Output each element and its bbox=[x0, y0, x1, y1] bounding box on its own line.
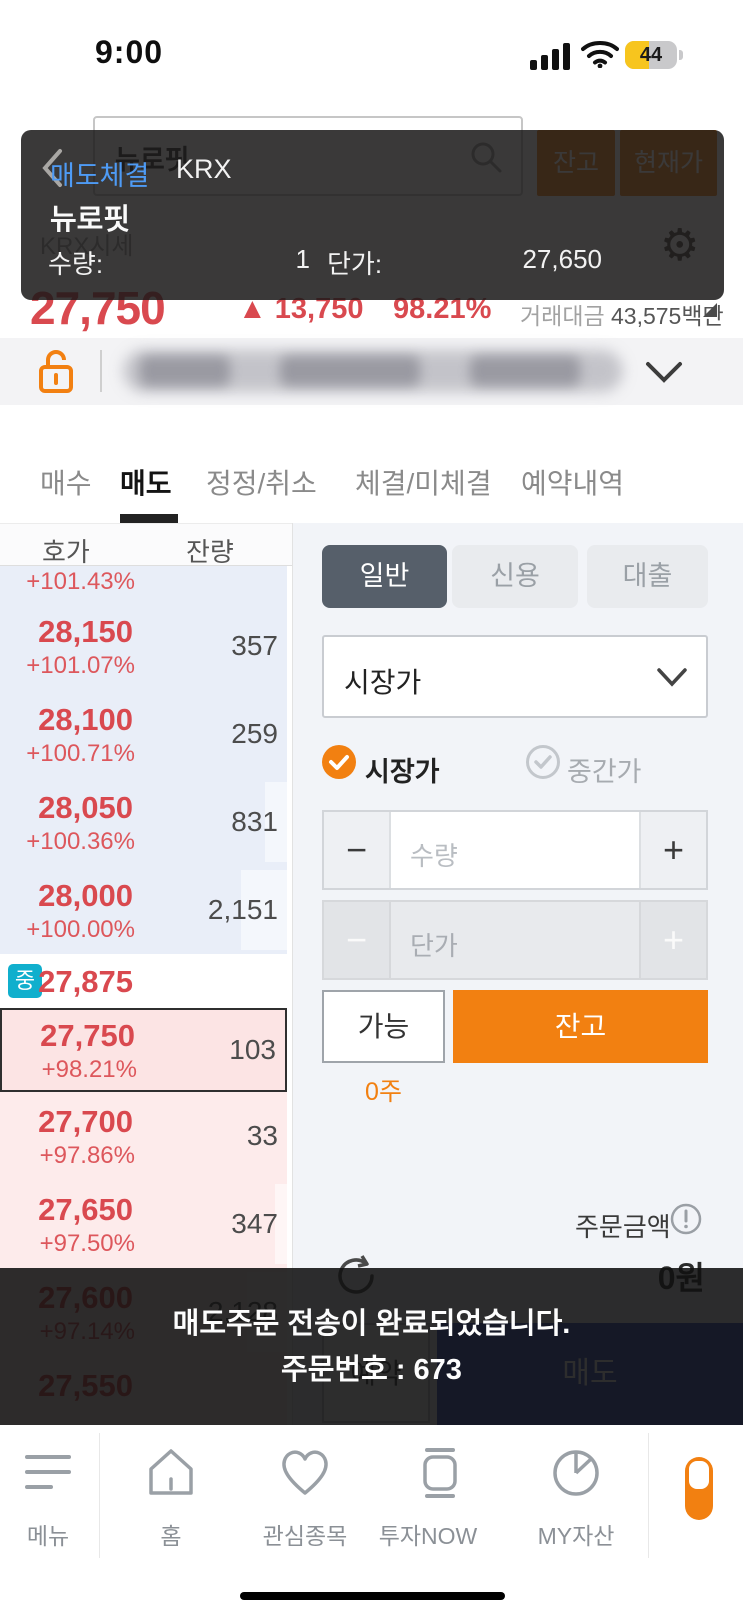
depth-bar bbox=[265, 782, 287, 862]
order-type-value: 시장가 bbox=[344, 667, 422, 698]
home-indicator[interactable] bbox=[240, 1592, 505, 1600]
ask-row[interactable]: 28,050 +100.36% 831 bbox=[0, 778, 287, 866]
radio-mid-unchecked-icon[interactable] bbox=[526, 745, 560, 779]
battery-fill bbox=[625, 41, 649, 69]
possible-button[interactable]: 가능 bbox=[322, 990, 445, 1063]
ask-row[interactable]: 28,000 +100.00% 2,151 bbox=[0, 866, 287, 954]
price-minus-button[interactable]: − bbox=[324, 902, 391, 978]
nav-watchlist-label[interactable]: 관심종목 bbox=[262, 1523, 348, 1549]
nav-my-assets-label[interactable]: MY자산 bbox=[537, 1523, 615, 1549]
radio-mid-label[interactable]: 중간가 bbox=[567, 757, 642, 787]
tab-filled-unfilled[interactable]: 체결/미체결 bbox=[355, 468, 492, 499]
nav-invest-now-label[interactable]: 투자NOW bbox=[378, 1523, 478, 1549]
quantity-plus-button[interactable]: + bbox=[639, 812, 706, 888]
price-stepper: − 단가 + bbox=[322, 900, 708, 980]
column-divider bbox=[292, 523, 293, 1425]
menu-icon[interactable] bbox=[25, 1447, 73, 1499]
info-icon[interactable] bbox=[670, 1203, 702, 1235]
price-input[interactable]: 단가 bbox=[410, 931, 458, 961]
divider bbox=[99, 1433, 100, 1558]
battery-icon: 44 bbox=[625, 41, 677, 69]
quick-toggle[interactable] bbox=[685, 1457, 713, 1520]
execution-toast-popup bbox=[21, 130, 724, 300]
ask-row[interactable]: 28,100 +100.71% 259 bbox=[0, 690, 287, 778]
blur-blob bbox=[140, 356, 230, 386]
settings-gear-icon[interactable]: ⚙ bbox=[660, 221, 700, 270]
tab-reserved[interactable]: 예약내역 bbox=[521, 468, 625, 499]
price-plus-button[interactable]: + bbox=[639, 902, 706, 978]
order-sent-toast bbox=[0, 1268, 743, 1425]
tab-modify-cancel[interactable]: 정정/취소 bbox=[206, 468, 317, 499]
account-chevron-down-icon[interactable] bbox=[645, 360, 683, 384]
battery-cap bbox=[679, 50, 683, 60]
my-assets-icon[interactable] bbox=[550, 1447, 602, 1499]
active-tab-underline bbox=[120, 514, 178, 523]
mid-badge: 중 bbox=[8, 964, 42, 998]
popup-unit-value: 27,650 bbox=[522, 244, 602, 274]
tab-sell[interactable]: 매도 bbox=[120, 468, 172, 499]
turnover-label: 거래대금 bbox=[520, 303, 605, 329]
heart-icon[interactable] bbox=[278, 1447, 332, 1499]
orderbook-header: 호가 잔량 bbox=[0, 523, 293, 567]
segment-loan[interactable]: 대출 bbox=[587, 545, 708, 608]
toggle-knob bbox=[689, 1461, 709, 1489]
popup-qty-label: 수량: bbox=[48, 249, 104, 279]
unlock-icon[interactable] bbox=[37, 349, 75, 395]
ask-row[interactable]: 28,150 +101.07% 357 bbox=[0, 602, 287, 690]
segment-credit[interactable]: 신용 bbox=[452, 545, 578, 608]
blur-blob bbox=[470, 356, 580, 386]
toast-line2: 주문번호 : 673 bbox=[281, 1354, 462, 1386]
bottom-nav: 메뉴 홈 관심종목 투자NOW MY자산 bbox=[0, 1425, 743, 1611]
wifi-icon bbox=[581, 41, 619, 68]
ask-row-partial[interactable]: +101.43% bbox=[0, 566, 287, 602]
mid-price-row[interactable]: 중 27,875 bbox=[0, 954, 287, 1008]
home-icon[interactable] bbox=[145, 1447, 197, 1499]
divider bbox=[648, 1433, 649, 1558]
blur-blob bbox=[280, 356, 420, 386]
segment-normal[interactable]: 일반 bbox=[322, 545, 447, 608]
popup-exchange: KRX bbox=[176, 154, 232, 184]
order-amount-label: 주문금액 bbox=[575, 1212, 671, 1242]
chevron-down-icon bbox=[657, 668, 687, 687]
popup-unit-label: 단가: bbox=[327, 249, 383, 279]
balance-button[interactable]: 잔고 bbox=[453, 990, 708, 1063]
invest-now-icon[interactable] bbox=[413, 1447, 467, 1499]
popup-qty-value: 1 bbox=[295, 244, 310, 274]
radio-market-label[interactable]: 시장가 bbox=[365, 757, 440, 787]
bid-row[interactable]: 27,650 +97.50% 347 bbox=[0, 1180, 287, 1268]
tab-buy[interactable]: 매수 bbox=[40, 468, 92, 499]
toast-line1: 매도주문 전송이 완료되었습니다. bbox=[172, 1308, 571, 1340]
popup-title: 매도체결 bbox=[50, 161, 150, 191]
bid-row-selected[interactable]: 27,750 +98.21% 103 bbox=[0, 1008, 287, 1092]
nav-menu-label[interactable]: 메뉴 bbox=[26, 1523, 70, 1549]
signal-icon bbox=[530, 43, 570, 70]
nav-home-label[interactable]: 홈 bbox=[160, 1523, 182, 1549]
quantity-minus-button[interactable]: − bbox=[324, 812, 391, 888]
depth-bar bbox=[275, 1184, 287, 1264]
radio-market-checked-icon[interactable] bbox=[322, 745, 356, 779]
order-type-dropdown[interactable]: 시장가 bbox=[322, 635, 708, 718]
status-time: 9:00 bbox=[95, 34, 164, 70]
possible-quantity: 0주 bbox=[365, 1078, 402, 1106]
col-price-header: 호가 bbox=[42, 537, 90, 567]
quantity-stepper: − 수량 + bbox=[322, 810, 708, 890]
col-qty-header: 잔량 bbox=[186, 537, 234, 567]
expand-arrow-icon[interactable] bbox=[703, 303, 717, 317]
quantity-input[interactable]: 수량 bbox=[410, 841, 458, 871]
depth-bar bbox=[241, 870, 287, 950]
popup-stock-name: 뉴로핏 bbox=[50, 204, 131, 236]
battery-percent: 44 bbox=[639, 44, 663, 66]
bid-row[interactable]: 27,700 +97.86% 33 bbox=[0, 1092, 287, 1180]
back-chevron-icon[interactable] bbox=[40, 148, 64, 188]
divider bbox=[100, 350, 102, 392]
